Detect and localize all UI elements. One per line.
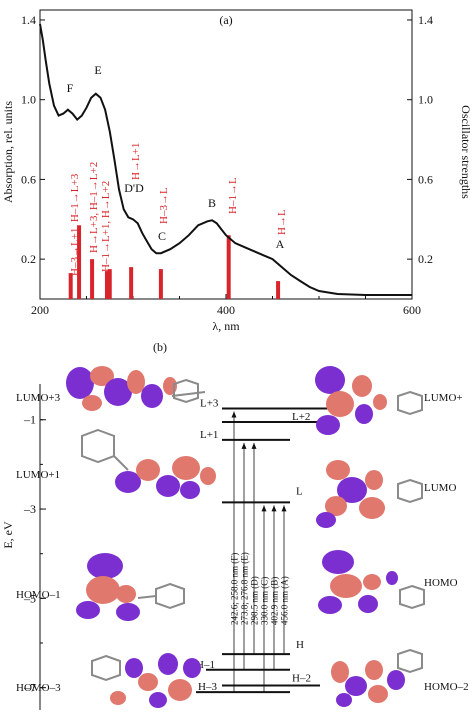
transition-label: 242.6; 258.0 nm (F) [230,553,240,625]
y-tick-label-right: 1.0 [418,93,433,107]
oscillator-bar [104,271,109,299]
transition-label: 402.9 nm (B) [270,577,280,625]
transition-label-d: H→L+1 [130,143,142,180]
absorption-chart: (a) 200 400 600 0.20.61.01.4 0.20.61.01.4 … [1,9,473,333]
oscillator-bar [77,225,82,299]
y-axis-label-left: Absorption, rel. units [1,101,15,203]
orbital-lumo-plus-right [315,366,423,435]
transition-label: 330.0 nm (C) [260,577,270,625]
oscillator-bar [129,267,134,299]
energy-tick-label: –7 [23,681,36,695]
oscillator-bar [90,259,95,299]
orbital-lumo-right [316,460,423,528]
peak-label-e: E [94,63,101,77]
orbital-lumo-plus-1-left [81,428,216,499]
transition-arrowhead [271,505,277,512]
transition-label: 273.8; 276.8 nm (E) [240,552,250,625]
orbital-homo-minus-3-left [91,653,201,708]
y-tick-label-right: 0.6 [418,172,433,186]
y-tick-label-left: 1.4 [21,13,36,27]
orbital-label-homo: HOMO [424,577,458,589]
transition-label-b: H–1→L [227,177,239,214]
energy-level-label: H–3 [198,681,217,693]
orbital-label-homo-minus-1: HOMO–1 [16,589,61,601]
absorption-curve [39,23,412,296]
transition-label: 456.0 nm (A) [280,576,290,625]
orbital-homo-minus-2-right [331,648,423,707]
peak-label-dd: D'D [124,181,144,195]
oscillator-bar [226,235,231,299]
orbital-lumo-plus-3-left [66,366,206,411]
plot-frame [39,9,413,300]
y-tick-label-left: 1.0 [21,93,36,107]
transition-label: 298.5 nm (D) [250,576,260,625]
energy-level-label: L [296,485,303,497]
energy-tick-label: –5 [23,591,36,605]
y-tick-label-right: 1.4 [418,13,433,27]
x-tick-label: 400 [217,303,235,317]
panel-label-a: (a) [219,13,232,27]
y-tick-label-left: 0.6 [21,172,36,186]
transition-arrowhead [251,442,257,449]
orbital-homo-minus-1-left [76,553,185,621]
transition-label-e1: H→L+3, H–1→L+2 [88,162,100,253]
y-tick-label-right: 0.2 [418,252,433,266]
energy-level-label: H–2 [292,672,311,684]
oscillator-bar [68,273,73,299]
orbital-label-lumo-plus: LUMO+ [424,392,463,404]
orbital-label-lumo-plus-3: LUMO+3 [16,392,61,404]
transition-arrowhead [261,505,267,512]
transition-arrowhead [231,411,237,418]
transition-label-e2: H–1→L+1, H→L+2 [100,181,112,272]
transition-label-a: H→L [276,209,288,235]
peak-label-c: C [158,229,166,243]
oscillator-bar [158,269,163,299]
energy-axis-label: E, eV [1,521,15,549]
energy-diagram: (b) –1–3–5–7 E, eV L+3L+2L+1LHH–1H–2H–3 … [1,340,469,710]
peak-label-a: A [276,237,285,251]
peak-label-b: B [208,196,216,210]
energy-level-label: L+1 [200,429,218,441]
oscillator-bar [107,269,112,299]
orbital-label-lumo: LUMO [424,482,456,494]
energy-level-label: L+2 [292,411,310,423]
transition-arrowhead [241,442,247,449]
orbital-label-lumo-plus-1: LUMO+1 [16,469,60,481]
energy-tick-label: –3 [23,502,36,516]
panel-label-b: (b) [153,340,167,354]
oscillator-bar [276,281,281,299]
x-tick-label: 600 [403,303,421,317]
x-axis-label: λ, nm [212,319,240,333]
y-tick-label-left: 0.2 [21,252,36,266]
peak-label-f: F [67,81,74,95]
x-tick-label: 200 [31,303,49,317]
orbital-label-homo-minus-3: HOMO–3 [16,682,61,694]
y-axis-label-right: Oscillator strengths [459,105,473,199]
transition-label-c: H–3→L [158,187,170,224]
transition-label-f: H–3→L+1, H–1→L+3 [69,173,81,276]
energy-level-label: L+3 [200,398,219,410]
transition-arrowhead [281,505,287,512]
energy-level-label: H [296,639,304,651]
orbital-images [66,366,425,708]
energy-tick-label: –1 [23,413,36,427]
orbital-label-homo-minus-2: HOMO–2 [424,681,469,693]
orbital-homo-right [318,550,425,614]
